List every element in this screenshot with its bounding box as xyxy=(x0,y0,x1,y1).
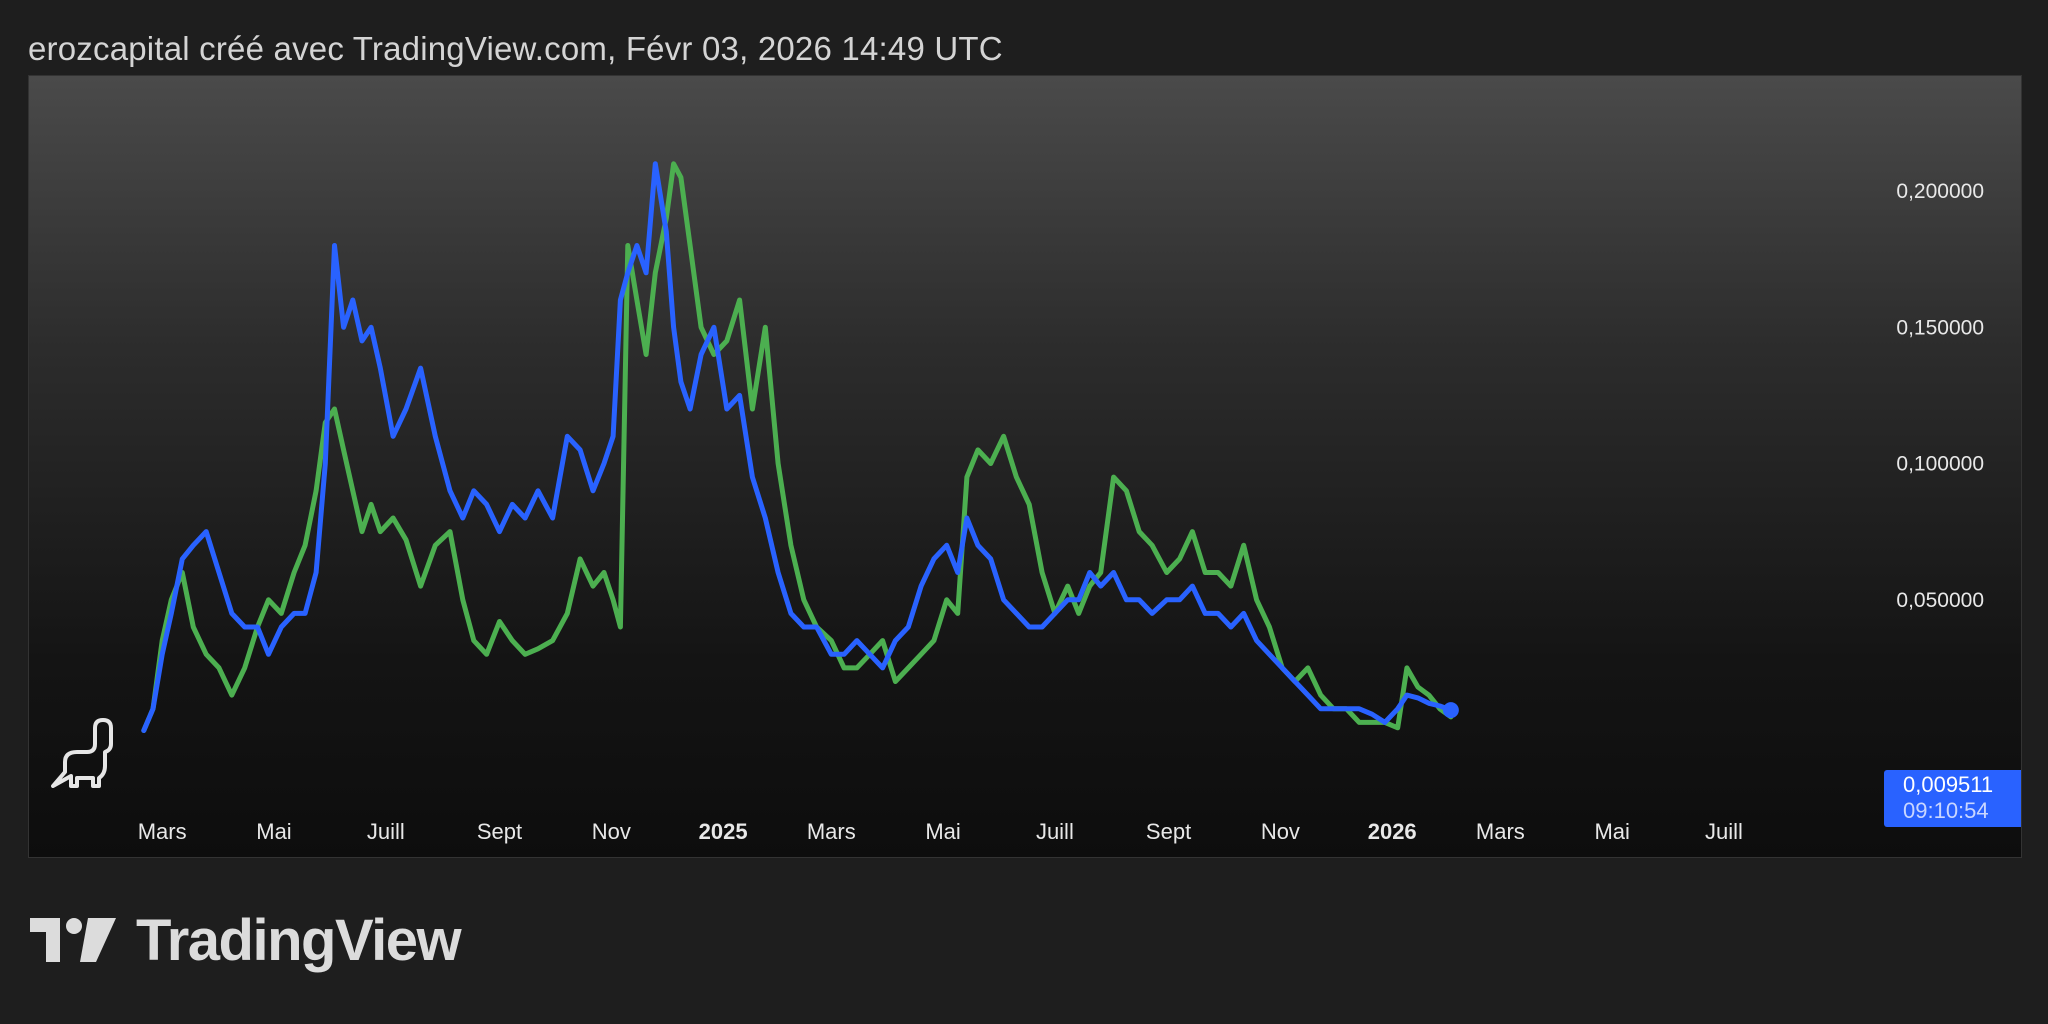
y-tick-label: 0,200000 xyxy=(1896,180,1984,203)
x-tick-label: Mai xyxy=(256,819,291,844)
x-tick-label: Mai xyxy=(1594,819,1629,844)
x-tick-label: Juill xyxy=(1705,819,1743,844)
chart-caption: erozcapital créé avec TradingView.com, F… xyxy=(28,30,1003,67)
x-axis: Mars Mai Juill Sept Nov 2025 Mars Mai Juill Sept N… xyxy=(138,819,1743,844)
x-tick-label: Mars xyxy=(807,819,856,844)
y-tick-label: 0,150000 xyxy=(1896,316,1984,339)
x-tick-label: Sept xyxy=(1146,819,1191,844)
bar-countdown: 09:10:54 xyxy=(1903,798,1989,823)
chart-area[interactable]: 0,200000 0,150000 0,100000 0,050000 Mars Mai… xyxy=(28,75,2022,858)
brand-name: TradingView xyxy=(136,907,462,973)
tradingview-logo-icon xyxy=(30,918,116,962)
x-tick-label: Nov xyxy=(1261,819,1300,844)
x-tick-label: Mars xyxy=(138,819,187,844)
series-layer xyxy=(141,161,1459,733)
x-tick-label: Nov xyxy=(592,819,631,844)
green-series-line xyxy=(141,161,1454,733)
x-tick-label: 2026 xyxy=(1368,819,1417,844)
x-tick-label: 2025 xyxy=(699,819,748,844)
last-price-value: 0,009511 xyxy=(1903,772,1994,797)
y-tick-label: 0,050000 xyxy=(1896,589,1984,612)
x-tick-label: Juill xyxy=(367,819,405,844)
last-price-tag: 0,009511 09:10:54 xyxy=(1884,770,2021,827)
dino-icon xyxy=(51,718,113,788)
last-price-marker xyxy=(1442,702,1459,719)
blue-series-line xyxy=(141,161,1454,733)
y-axis: 0,200000 0,150000 0,100000 0,050000 xyxy=(1896,180,1984,612)
x-tick-label: Sept xyxy=(477,819,522,844)
x-tick-label: Mars xyxy=(1476,819,1525,844)
x-tick-label: Mai xyxy=(925,819,960,844)
x-tick-label: Juill xyxy=(1036,819,1074,844)
brand: TradingView xyxy=(30,908,462,973)
y-tick-label: 0,100000 xyxy=(1896,453,1984,476)
chart-svg: 0,200000 0,150000 0,100000 0,050000 Mars Mai… xyxy=(138,161,1984,844)
